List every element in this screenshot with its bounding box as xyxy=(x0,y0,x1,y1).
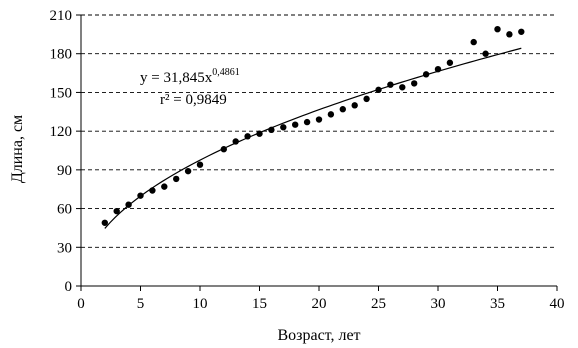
data-point xyxy=(434,66,442,73)
data-point xyxy=(506,31,513,38)
data-point xyxy=(303,118,311,126)
data-point xyxy=(292,121,299,128)
data-point xyxy=(399,84,406,91)
x-tick-label: 40 xyxy=(550,296,565,312)
x-tick-label: 5 xyxy=(137,296,145,312)
data-point xyxy=(494,25,501,33)
data-point xyxy=(470,38,477,46)
power-trendline xyxy=(104,47,522,229)
data-point xyxy=(387,81,394,88)
y-tick-label: 90 xyxy=(57,163,72,179)
data-points xyxy=(101,25,525,226)
x-tick-label: 35 xyxy=(490,296,505,312)
data-point xyxy=(125,201,132,208)
data-point xyxy=(363,95,370,103)
y-tick-label: 120 xyxy=(50,124,73,140)
data-point xyxy=(315,116,323,123)
x-tick-label: 0 xyxy=(77,296,85,312)
r-squared-label: r² = 0,9849 xyxy=(160,92,227,108)
data-point xyxy=(280,124,287,131)
trendline-equation: y = 31,845x0,4861 xyxy=(140,67,240,86)
x-tick-label: 25 xyxy=(371,296,386,312)
data-point xyxy=(232,138,239,145)
y-tick-label: 150 xyxy=(50,85,73,101)
data-point xyxy=(339,106,346,113)
y-tick-label: 30 xyxy=(57,240,72,256)
x-tick-label: 10 xyxy=(193,296,208,312)
y-tick-label: 60 xyxy=(57,202,72,218)
x-tick-label: 30 xyxy=(431,296,446,312)
y-tick-label: 210 xyxy=(50,8,73,24)
data-point xyxy=(196,161,204,168)
data-point xyxy=(375,86,382,94)
x-tick-label: 20 xyxy=(312,296,327,312)
data-point xyxy=(149,187,156,194)
axes xyxy=(76,14,558,291)
x-tick-label: 15 xyxy=(252,296,267,312)
data-point xyxy=(137,192,144,199)
data-point xyxy=(327,111,335,118)
equation-base: y = 31,845x xyxy=(140,70,213,86)
y-tick-label: 0 xyxy=(65,279,73,295)
y-tick-labels: 0 30 60 90 120 150 180 210 xyxy=(50,8,73,295)
data-point xyxy=(173,175,180,183)
y-tick-label: 180 xyxy=(50,47,73,63)
data-point xyxy=(161,183,168,190)
equation-exponent: 0,4861 xyxy=(212,67,240,78)
data-point xyxy=(113,207,120,215)
data-point xyxy=(482,50,489,57)
data-point xyxy=(101,219,109,226)
data-point xyxy=(256,130,263,137)
data-point xyxy=(220,146,227,153)
data-point xyxy=(446,59,454,66)
data-point xyxy=(351,102,358,109)
gridlines xyxy=(81,14,557,248)
data-point xyxy=(422,71,430,78)
data-point xyxy=(268,126,275,134)
data-point xyxy=(411,80,418,87)
x-axis-title: Возраст, лет xyxy=(277,327,360,344)
data-point xyxy=(184,167,192,175)
data-point xyxy=(244,133,251,140)
data-point xyxy=(518,28,525,35)
x-tick-labels: 0 5 10 15 20 25 30 35 40 xyxy=(77,296,564,312)
y-axis-title: Длина, см xyxy=(9,115,26,183)
